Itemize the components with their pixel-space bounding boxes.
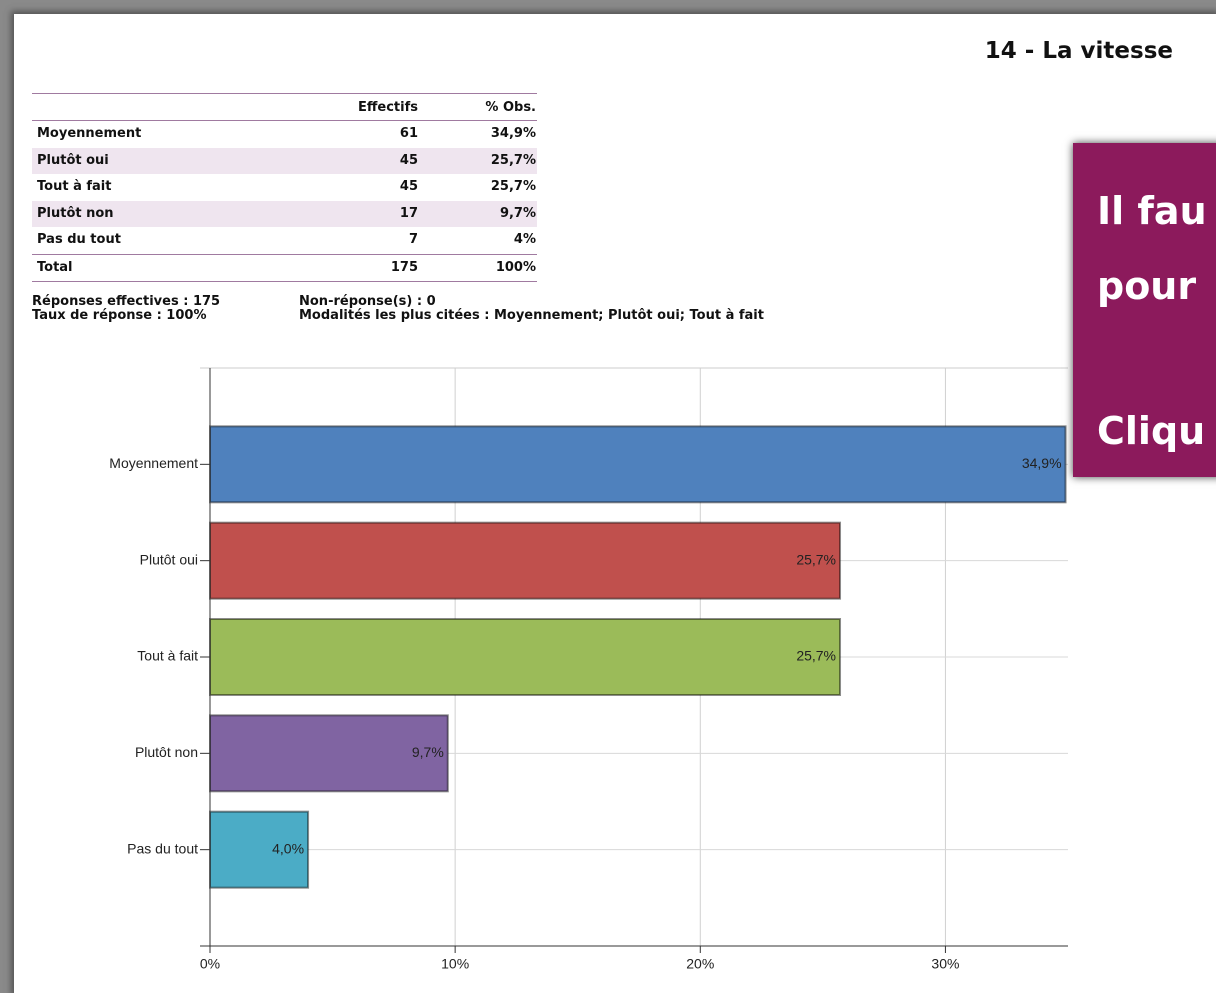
overlay-text: Cliqu: [1097, 409, 1206, 453]
table-cell: Moyennement: [37, 126, 142, 141]
table-cell: Tout à fait: [37, 179, 112, 194]
summary-line: Non-réponse(s) : 0: [299, 294, 436, 309]
summary-line: Taux de réponse : 100%: [32, 308, 207, 323]
table-row: Tout à fait 45 25,7%: [32, 174, 537, 201]
table-row: Plutôt non 17 9,7%: [32, 200, 537, 227]
y-tick-label: Moyennement: [109, 455, 198, 471]
table-cell: 45: [399, 179, 418, 194]
table-cell: Plutôt oui: [37, 152, 109, 168]
frequency-table: Effectifs % Obs. Moyennement 61 34,9% Plutôt …: [32, 93, 537, 282]
table-cell: 25,7%: [490, 179, 536, 194]
table-cell: 100%: [495, 259, 536, 275]
y-tick-label: Pas du tout: [127, 840, 198, 856]
table-cell: 45: [399, 152, 418, 168]
report-panel: 0% 10% 20% 30% 34,9% Moyennement 25,7% Plutôt o…: [14, 14, 1216, 993]
bar: [209, 618, 842, 696]
summary-line: Modalités les plus citées : Moyennement;…: [299, 308, 764, 323]
table-cell: 9,7%: [499, 205, 536, 221]
bar: [209, 714, 449, 793]
page-title: 14 - La vitesse: [984, 38, 1173, 64]
table-cell: 34,9%: [490, 126, 536, 141]
value-label: 25,7%: [796, 551, 836, 567]
table-cell: 61: [399, 126, 418, 141]
value-label: 4,0%: [272, 840, 304, 856]
x-tick-label: 10%: [441, 956, 469, 972]
table-row: Plutôt oui 45 25,7%: [32, 147, 537, 174]
table-cell: 17: [399, 205, 418, 221]
column-header: % Obs.: [485, 100, 536, 115]
table-cell: Pas du tout: [37, 232, 121, 247]
value-label: 25,7%: [796, 648, 836, 664]
y-tick-label: Plutôt oui: [140, 551, 198, 567]
summary-right: Non-réponse(s) : 0 Modalités les plus ci…: [299, 295, 764, 323]
overlay-text: pour: [1097, 264, 1197, 308]
table-cell: 7: [408, 232, 418, 247]
table-cell: 175: [390, 259, 418, 275]
chart: 0% 10% 20% 30% 34,9% Moyennement 25,7% Plutôt o…: [109, 367, 1068, 972]
y-tick-label: Plutôt non: [135, 744, 198, 760]
table-row: Moyennement 61 34,9%: [32, 121, 537, 148]
x-tick-label: 0%: [200, 956, 220, 972]
column-header: Effectifs: [358, 100, 418, 115]
table-cell: Plutôt non: [37, 205, 114, 221]
value-label: 34,9%: [1022, 455, 1062, 471]
table-header: Effectifs % Obs.: [32, 93, 537, 121]
summary-left: Réponses effectives : 175 Taux de répons…: [32, 295, 220, 323]
overlay-banner[interactable]: Il fau pour Cliqu: [1073, 143, 1216, 477]
overlay-text: Il fau: [1097, 189, 1207, 233]
summary-line: Réponses effectives : 175: [32, 294, 221, 309]
bar: [209, 521, 842, 600]
table-cell: 25,7%: [490, 152, 536, 168]
bar: [209, 425, 1067, 504]
table-cell: Total: [37, 259, 73, 275]
table-cell: 4%: [513, 232, 536, 247]
bar: [209, 810, 310, 889]
x-tick-label: 30%: [931, 956, 959, 972]
table-row: Pas du tout 7 4%: [32, 227, 537, 254]
table-total: Total 175 100%: [32, 253, 537, 282]
value-label: 9,7%: [412, 744, 444, 760]
y-tick-label: Tout à fait: [137, 648, 198, 664]
x-tick-label: 20%: [686, 956, 714, 972]
